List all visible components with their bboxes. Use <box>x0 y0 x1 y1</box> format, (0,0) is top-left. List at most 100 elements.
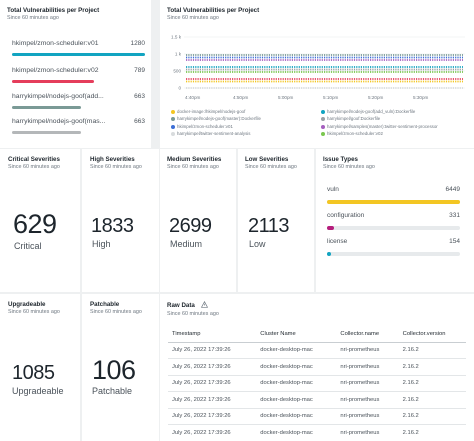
project-bar-track <box>12 53 145 56</box>
table-cell: nri-prometheus <box>336 358 399 376</box>
upgradeable-label: Upgradeable <box>12 386 64 396</box>
patchable-label: Patchable <box>92 386 133 396</box>
widget-title: Raw Data <box>167 300 474 310</box>
legend-item[interactable]: hkimpel/zmon-scheduler:v02 <box>321 131 383 136</box>
table-row[interactable]: July 26, 2022 17:39:26 docker-desktop-mac… <box>168 375 466 392</box>
legend-label: harrykimpel/nodejs-goof(master):Dockerfi… <box>177 116 261 121</box>
widget-title: Critical Severities <box>8 156 60 163</box>
high-count: 1833 <box>91 215 134 237</box>
project-vulns-timeline-widget: Total Vulnerabilities per Project Since … <box>160 0 474 148</box>
legend-item[interactable]: harrykimpel/samples(master):twitter-sent… <box>321 124 438 129</box>
table-cell: nri-prometheus <box>336 342 399 359</box>
table-cell: 2.16.2 <box>398 391 466 409</box>
table-cell: docker-desktop-mac <box>256 424 337 441</box>
upgradeable-widget: Upgradeable Since 60 minutes ago 1085 Up… <box>0 294 80 441</box>
issue-type-row[interactable]: vuln 6449 <box>327 186 460 204</box>
issue-type-label: license <box>327 238 348 245</box>
project-value: 663 <box>134 118 145 125</box>
project-bar-row[interactable]: harrykimpel/nodejs-goof(mas... 663 <box>12 118 145 134</box>
issue-type-row[interactable]: configuration 331 <box>327 212 460 230</box>
legend-label: hkimpel/zmon-scheduler:v01 <box>177 124 233 129</box>
project-bar-row[interactable]: hkimpel/zmon-scheduler:v01 1280 <box>12 40 145 56</box>
table-row[interactable]: July 26, 2022 17:39:26 docker-desktop-mac… <box>168 408 466 425</box>
table-cell: July 26, 2022 17:39:26 <box>168 424 257 441</box>
legend-item[interactable]: harrykimpel/nodejs-goof(master):Dockerfi… <box>171 116 261 121</box>
project-bar-track <box>12 106 145 109</box>
legend-item[interactable]: hkimpel/zmon-scheduler:v01 <box>171 124 233 129</box>
table-cell: docker-desktop-mac <box>256 358 337 376</box>
medium-count: 2699 <box>169 215 212 237</box>
x-tick-label: 5:00pm <box>278 95 293 100</box>
project-bar-fill <box>12 131 82 134</box>
x-tick-label: 5:30pm <box>413 95 428 100</box>
widget-subtitle: Since 60 minutes ago <box>90 164 142 170</box>
legend-label: harrykimpel/samples(master):twitter-sent… <box>327 124 438 129</box>
widget-subtitle: Since 60 minutes ago <box>8 309 60 315</box>
project-value: 663 <box>134 93 145 100</box>
table-header-row: Timestamp Cluster Name Collector.name Colle… <box>168 327 466 343</box>
table-row[interactable]: July 26, 2022 17:39:26 docker-desktop-mac… <box>168 342 466 359</box>
table-cell: docker-desktop-mac <box>256 342 337 359</box>
project-value: 1280 <box>130 40 145 47</box>
issue-type-track <box>327 252 460 256</box>
column-header[interactable]: Cluster Name <box>256 327 337 343</box>
project-bar-row[interactable]: harrykimpel/nodejs-goof(add... 663 <box>12 93 145 109</box>
column-header[interactable]: Timestamp <box>168 327 257 343</box>
y-tick-label: 500 <box>173 69 181 74</box>
issue-type-value: 6449 <box>445 186 460 193</box>
project-value: 789 <box>134 67 145 74</box>
legend-item[interactable]: docker-image:/hkimpel/nodejs-goof <box>171 109 245 114</box>
issue-type-fill <box>327 200 460 204</box>
timeline-chart[interactable]: 1.5 k 1 k 500 0 4:40pm 4:50pm 5:00pm 5:10pm 5:20… <box>160 0 474 148</box>
legend-item[interactable]: harrykimpel/nodejs-goof(add_vuln):Docker… <box>321 109 415 114</box>
legend-item[interactable]: harrykimpel/goof:Dockerfile <box>321 116 380 121</box>
project-bar-track <box>12 131 145 134</box>
legend-dot <box>171 125 175 129</box>
critical-severities-widget: Critical Severities Since 60 minutes ago… <box>0 149 80 292</box>
critical-label: Critical <box>14 241 42 251</box>
widget-subtitle: Since 60 minutes ago <box>8 164 60 170</box>
low-severities-widget: Low Severities Since 60 minutes ago 2113… <box>238 149 314 292</box>
table-cell: docker-desktop-mac <box>256 375 337 392</box>
project-label: harrykimpel/nodejs-goof(add... <box>12 93 104 100</box>
widget-title: Issue Types <box>323 156 358 163</box>
table-cell: nri-prometheus <box>336 408 399 425</box>
project-bar-row[interactable]: hkimpel/zmon-scheduler:v02 789 <box>12 67 145 83</box>
table-cell: docker-desktop-mac <box>256 408 337 425</box>
issue-type-value: 331 <box>449 212 460 219</box>
widget-title: Upgradeable <box>8 301 46 308</box>
legend-dot <box>171 117 175 121</box>
table-row[interactable]: July 26, 2022 17:39:26 docker-desktop-mac… <box>168 358 466 376</box>
project-label: hkimpel/zmon-scheduler:v01 <box>12 40 99 47</box>
column-header[interactable]: Collector.version <box>398 327 466 343</box>
project-bar-fill <box>12 53 145 56</box>
issue-type-label: vuln <box>327 186 339 193</box>
column-header[interactable]: Collector.name <box>336 327 399 343</box>
high-label: High <box>92 239 111 249</box>
high-severities-widget: High Severities Since 60 minutes ago 183… <box>82 149 159 292</box>
legend-dot <box>321 132 325 136</box>
table-cell: nri-prometheus <box>336 375 399 392</box>
legend-label: harrykimpel/goof:Dockerfile <box>327 116 381 121</box>
table-cell: July 26, 2022 17:39:26 <box>168 408 257 425</box>
issue-type-track <box>327 226 460 230</box>
issue-type-row[interactable]: license 154 <box>327 238 460 256</box>
table-row[interactable]: July 26, 2022 17:39:26 docker-desktop-mac… <box>168 424 466 441</box>
x-tick-label: 5:20pm <box>368 95 383 100</box>
table-cell: 2.16.2 <box>398 408 466 425</box>
legend-item[interactable]: harrykimpel/twitter-sentiment-analysis <box>171 131 250 136</box>
legend-label: harrykimpel/nodejs-goof(add_vuln):Docker… <box>327 109 416 114</box>
project-vulns-widget: Total Vulnerabilities per Project Since … <box>0 0 151 148</box>
medium-severities-widget: Medium Severities Since 60 minutes ago 2… <box>160 149 236 292</box>
warning-icon[interactable] <box>200 300 208 310</box>
issue-type-fill <box>327 226 334 230</box>
project-bar-fill <box>12 106 82 109</box>
issue-type-track <box>327 200 460 204</box>
table-cell: July 26, 2022 17:39:26 <box>168 375 257 392</box>
issue-types-widget: Issue Types Since 60 minutes ago <box>316 149 474 292</box>
raw-data-widget: Raw Data Since 60 minutes ago Timestamp C… <box>160 294 474 441</box>
issue-type-fill <box>327 252 331 256</box>
upgradeable-count: 1085 <box>12 362 55 384</box>
table-cell: July 26, 2022 17:39:26 <box>168 358 257 376</box>
table-row[interactable]: July 26, 2022 17:39:26 docker-desktop-mac… <box>168 391 466 409</box>
